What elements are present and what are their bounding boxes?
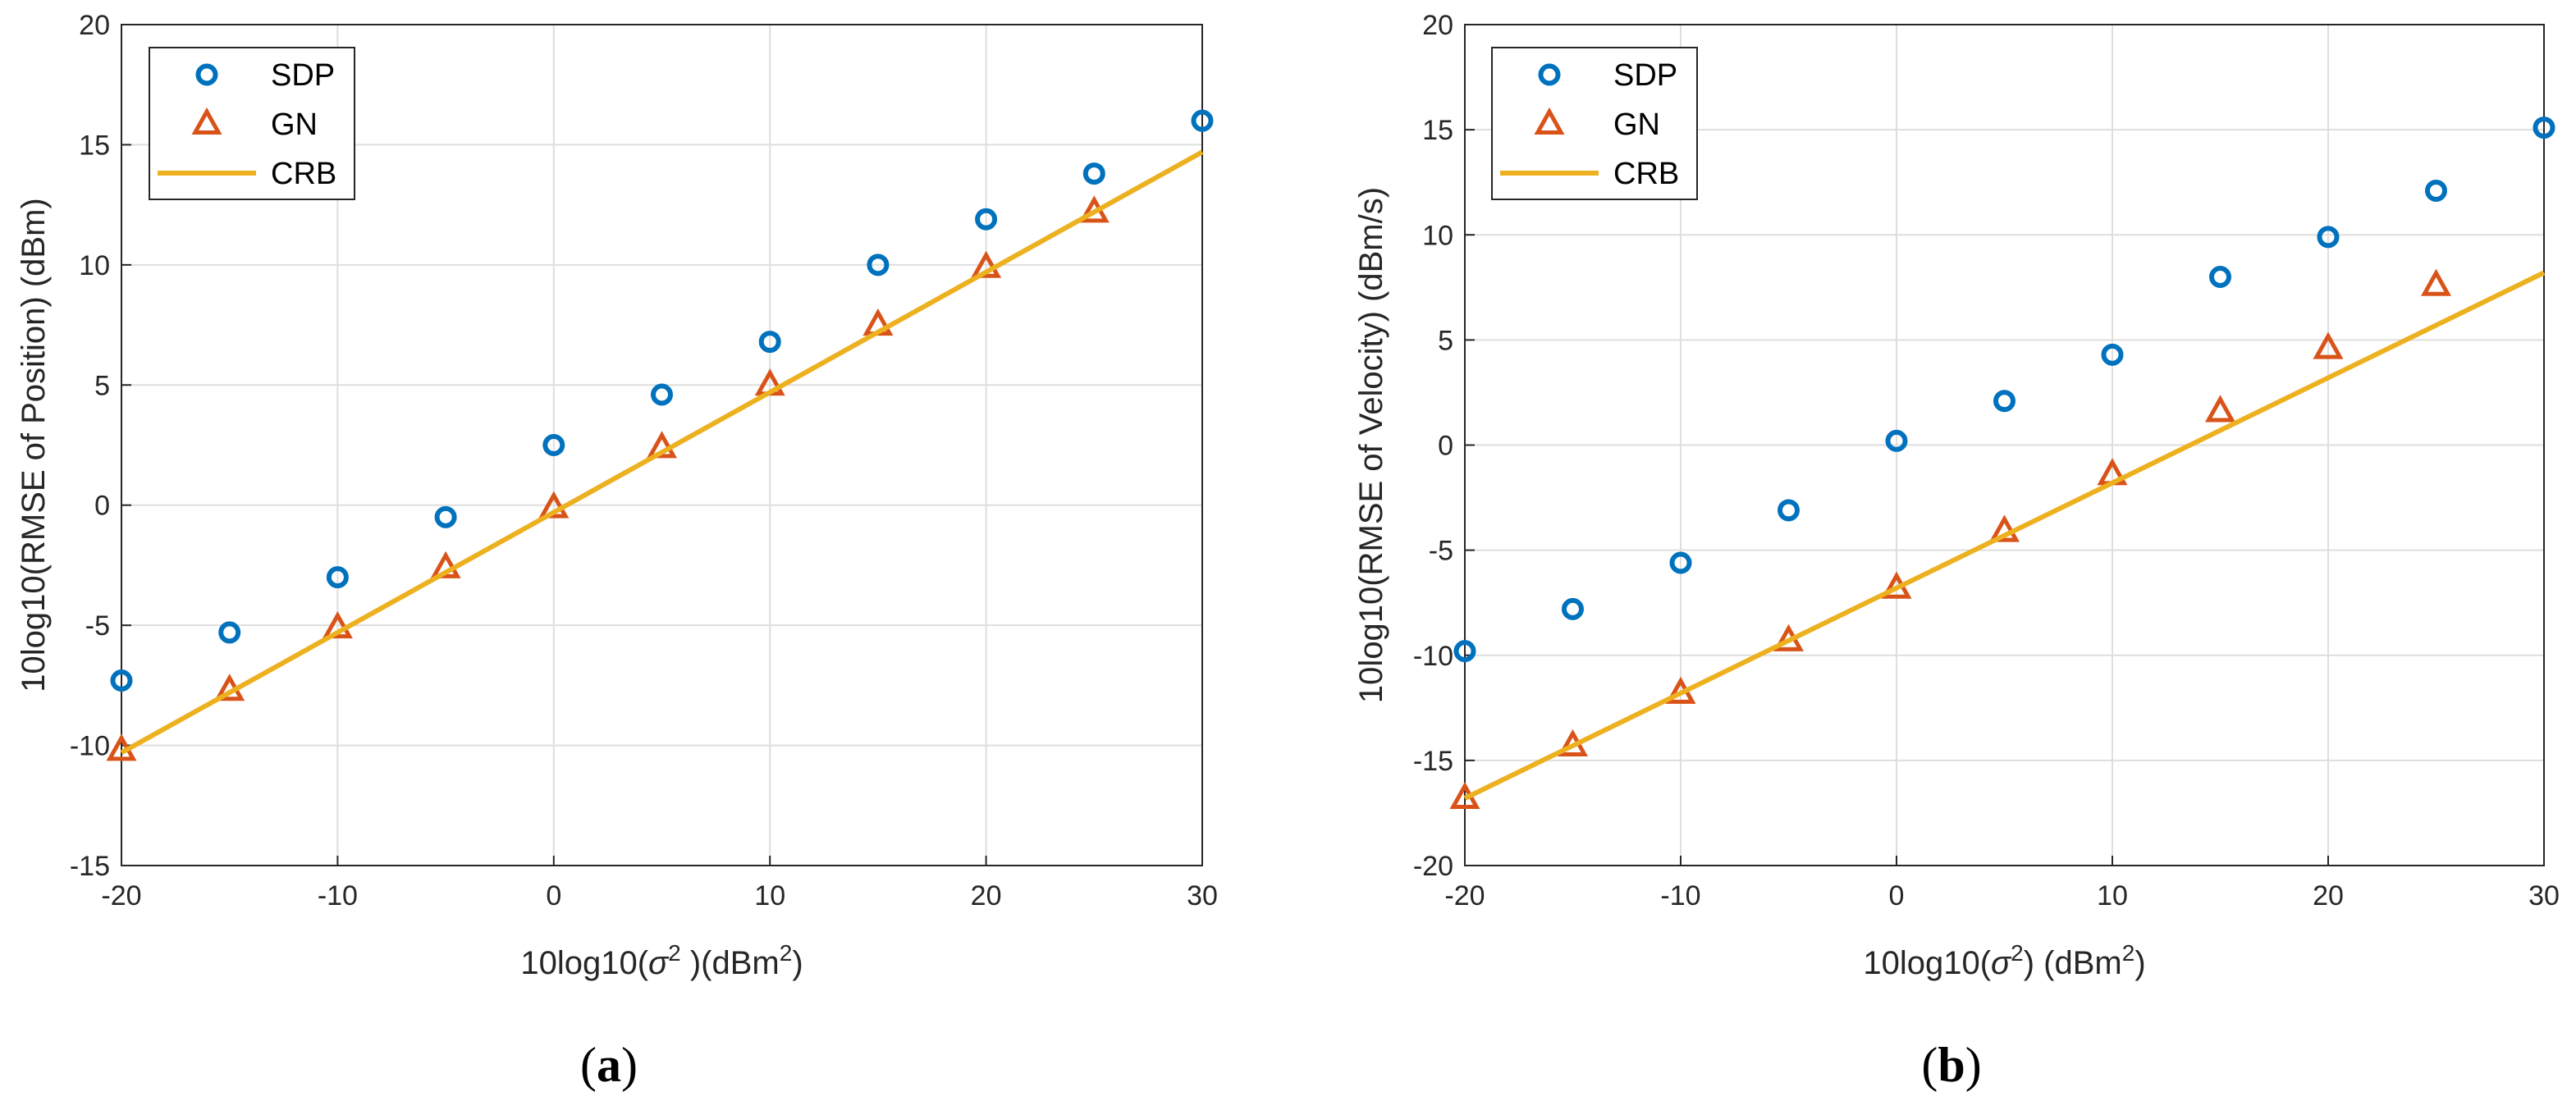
panel-a-y-tick-label: 0 [94, 491, 110, 522]
panel-b-sdp-point [1669, 551, 1692, 574]
panel-b-caption: (b) [1921, 1038, 1981, 1092]
panel-a-sdp-point [542, 434, 565, 456]
panel-a-legend-gn-label: GN [271, 107, 318, 142]
panel-b-sdp-point [2533, 116, 2555, 139]
panel-a-sdp-point [975, 208, 998, 231]
panel-b-y-tick-label: -20 [1413, 851, 1453, 882]
panel-b-legend-sdp-marker [1538, 63, 1561, 86]
panel-a-legend-sdp-marker [195, 63, 218, 86]
panel-b-y-tick-label: -15 [1413, 746, 1453, 777]
panel-a-gn-point [971, 250, 1002, 278]
panel-b-velocity-rmse-chart: -20 -10 0 10 20 30 -20 -15 -10 -5 0 5 10 15 20 10log10(… [1353, 10, 2560, 1092]
panel-a-y-tick-label: -5 [85, 610, 110, 642]
panel-a-x-tick-label: -10 [318, 880, 358, 911]
panel-b-sdp-point [2101, 343, 2124, 366]
panel-a-gn-point [322, 610, 353, 639]
panel-b-y-tick-label: -5 [1429, 536, 1453, 567]
panel-a-x-axis-label: 10log10(σ2 )(dBm2) [520, 940, 803, 981]
panel-b-sdp-point [1453, 640, 1476, 663]
panel-a-x-tick-label: 30 [1187, 880, 1218, 911]
panel-a-x-tick-label: 10 [754, 880, 785, 911]
panel-b-legend-gn-marker [1534, 107, 1565, 135]
panel-b-y-tick-label: 0 [1438, 431, 1453, 462]
panel-b-crb-line [1463, 270, 2546, 801]
panel-b-y-tick-label: -10 [1413, 641, 1453, 672]
panel-a-y-axis-label: 10log10(RMSE of Position) (dBm) [16, 198, 52, 692]
panel-b-sdp-point [1778, 499, 1800, 522]
panel-a-sdp-point [1082, 162, 1105, 185]
panel-a-axes-box [121, 24, 1203, 866]
panel-b-sdp-point [2317, 226, 2340, 249]
panel-a-sdp-point [218, 621, 241, 644]
panel-a-sdp-point [326, 566, 349, 589]
panel-b-x-tick-label: 0 [1889, 880, 1905, 911]
panel-b-legend-gn-label: GN [1613, 107, 1660, 142]
panel-a-sdp-point [434, 505, 457, 528]
panel-a-y-tick-label: 15 [79, 130, 110, 161]
panel-b-sdp-point [1993, 390, 2016, 413]
panel-a-sdp-point [1191, 109, 1214, 132]
panel-b-y-tick-label: 5 [1438, 325, 1453, 356]
panel-b-x-tick-label: 10 [2097, 880, 2128, 911]
panel-a-y-tick-label: -10 [70, 731, 110, 762]
panel-b-sdp-point [2209, 266, 2231, 288]
panel-b-gn-point [1988, 514, 2020, 542]
panel-a-sdp-point [651, 383, 673, 406]
panel-b-legend-sdp-label: SDP [1613, 58, 1677, 93]
panel-a-sdp-point [110, 669, 133, 692]
panel-a-x-tick-label: -20 [101, 880, 141, 911]
panel-a-legend-crb-label: CRB [271, 157, 336, 191]
panel-a-caption: (a) [580, 1038, 638, 1092]
panel-a-position-rmse-chart: -20 -10 0 10 20 30 -15 -10 -5 0 5 10 15 20 10log10(σ2 … [16, 10, 1218, 1092]
panel-a-x-tick-label: 0 [546, 880, 561, 911]
panel-b-y-tick-label: 10 [1422, 220, 1453, 251]
panel-a-legend-sdp-label: SDP [271, 58, 335, 93]
panel-b-y-tick-label: 15 [1422, 115, 1453, 146]
panel-b-legend-crb-label: CRB [1613, 157, 1679, 191]
panel-a-gn-point [538, 491, 570, 519]
panel-b-x-axis-label: 10log10(σ2) (dBm2) [1863, 940, 2145, 981]
panel-b-x-tick-label: 30 [2528, 880, 2560, 911]
panel-b-gn-point [2313, 331, 2344, 359]
panel-a-y-tick-label: 10 [79, 250, 110, 281]
panel-b-x-tick-label: 20 [2313, 880, 2344, 911]
panel-a-sdp-point [867, 254, 890, 276]
panel-a-y-tick-label: 5 [94, 370, 110, 401]
panel-a-x-tick-label: 20 [971, 880, 1002, 911]
panel-a-sdp-point [758, 331, 781, 354]
panel-a-legend-gn-marker [191, 107, 222, 135]
panel-b-x-tick-label: -10 [1660, 880, 1700, 911]
panel-a-y-tick-label: 20 [79, 10, 110, 41]
panel-a-y-tick-label: -15 [70, 851, 110, 882]
panel-b-sdp-point [1562, 597, 1584, 620]
panel-b-y-tick-label: 20 [1422, 10, 1453, 41]
panel-a-gn-point [430, 550, 461, 578]
panel-b-x-tick-label: -20 [1444, 880, 1485, 911]
panel-b-gn-point [2204, 395, 2236, 423]
panel-b-y-axis-label: 10log10(RMSE of Velocity) (dBm/s) [1353, 187, 1389, 703]
panel-b-sdp-point [2425, 179, 2447, 202]
panel-b-sdp-point [1885, 429, 1908, 452]
panel-a-gn-point [646, 431, 678, 459]
panel-b-gn-point [2420, 268, 2452, 296]
panel-a-crb-line [120, 149, 1204, 755]
